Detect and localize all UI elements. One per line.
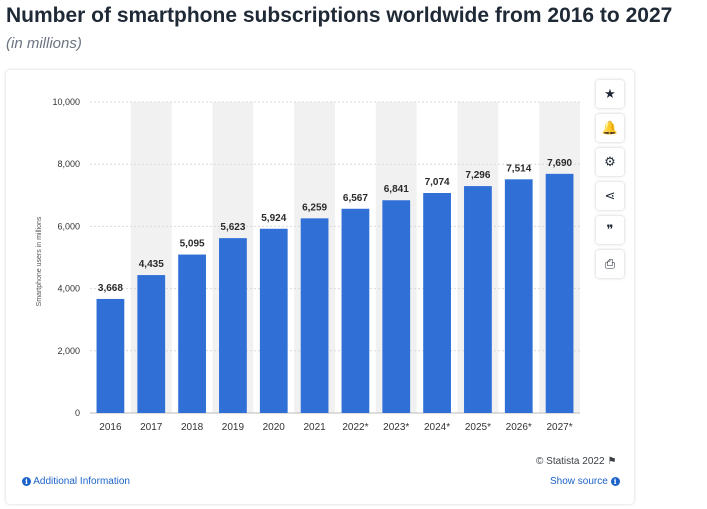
print-icon: ⎙ [604,256,616,271]
favorite-button[interactable]: ★ [596,80,624,108]
copyright-text: © Statista 2022 [536,456,605,467]
bell-icon: 🔔 [601,120,619,135]
x-tick-label: 2020 [263,422,286,433]
star-icon: ★ [604,86,616,101]
bar [545,173,574,413]
y-tick-label: 10,000 [52,97,80,107]
share-button[interactable]: ⋖ [596,182,624,210]
quote-icon: ❞ [606,222,614,237]
x-tick-label: 2026* [506,422,532,433]
bar [219,238,247,413]
x-tick-label: 2018 [181,422,204,433]
bar [504,179,533,413]
y-tick-label: 2,000 [57,346,80,356]
show-source-label: Show source [550,476,608,487]
data-label: 5,924 [261,213,286,224]
x-tick-label: 2021 [303,422,326,433]
y-tick-label: 0 [75,408,80,418]
y-axis-title: Smartphone users in millions [36,216,43,306]
x-tick-label: 2024* [424,422,450,433]
share-icon: ⋖ [604,188,616,203]
bar [423,192,451,413]
page-subtitle: (in millions) [6,35,82,52]
data-label: 7,074 [425,177,450,188]
info-icon: i [610,476,620,486]
x-tick-label: 2019 [222,422,245,433]
additional-information-label: Additional Information [33,476,130,487]
x-tick-label: 2016 [99,422,122,433]
data-label: 5,095 [180,239,205,250]
bar [464,186,492,413]
data-label: 7,296 [465,170,490,181]
chart-toolbar: ★ 🔔 ⚙ ⋖ ❞ ⎙ [596,80,624,278]
additional-information-link[interactable]: i Additional Information [22,476,130,487]
bar [96,298,125,413]
bar [259,228,288,413]
info-icon: i [22,476,31,486]
data-label: 6,259 [302,202,327,213]
y-tick-label: 8,000 [57,159,80,169]
gear-icon: ⚙ [604,154,616,169]
copyright-notice: © Statista 2022 ⚑ [536,456,617,467]
bar [341,208,370,413]
x-tick-label: 2023* [383,422,409,433]
x-tick-label: 2022* [342,422,368,433]
data-label: 3,668 [98,283,123,294]
notification-button[interactable]: 🔔 [596,114,624,142]
x-tick-label: 2017 [140,422,163,433]
page-title: Number of smartphone subscriptions world… [6,4,673,27]
settings-button[interactable]: ⚙ [596,148,624,176]
data-label: 6,841 [384,184,409,195]
cite-button[interactable]: ❞ [596,216,624,244]
y-tick-label: 4,000 [57,284,80,294]
data-label: 5,623 [220,222,245,233]
print-button[interactable]: ⎙ [596,250,624,278]
flag-icon[interactable]: ⚑ [607,456,617,467]
bar [382,200,411,413]
bar [137,275,166,413]
data-label: 4,435 [139,259,164,270]
x-tick-label: 2025* [465,422,491,433]
data-label: 7,690 [547,158,572,169]
data-label: 7,514 [506,163,531,174]
x-tick-label: 2027* [547,422,573,433]
bar [178,254,206,413]
data-label: 6,567 [343,193,368,204]
show-source-link[interactable]: Show source i [550,476,620,487]
y-tick-label: 6,000 [57,221,80,231]
bar [300,218,329,413]
